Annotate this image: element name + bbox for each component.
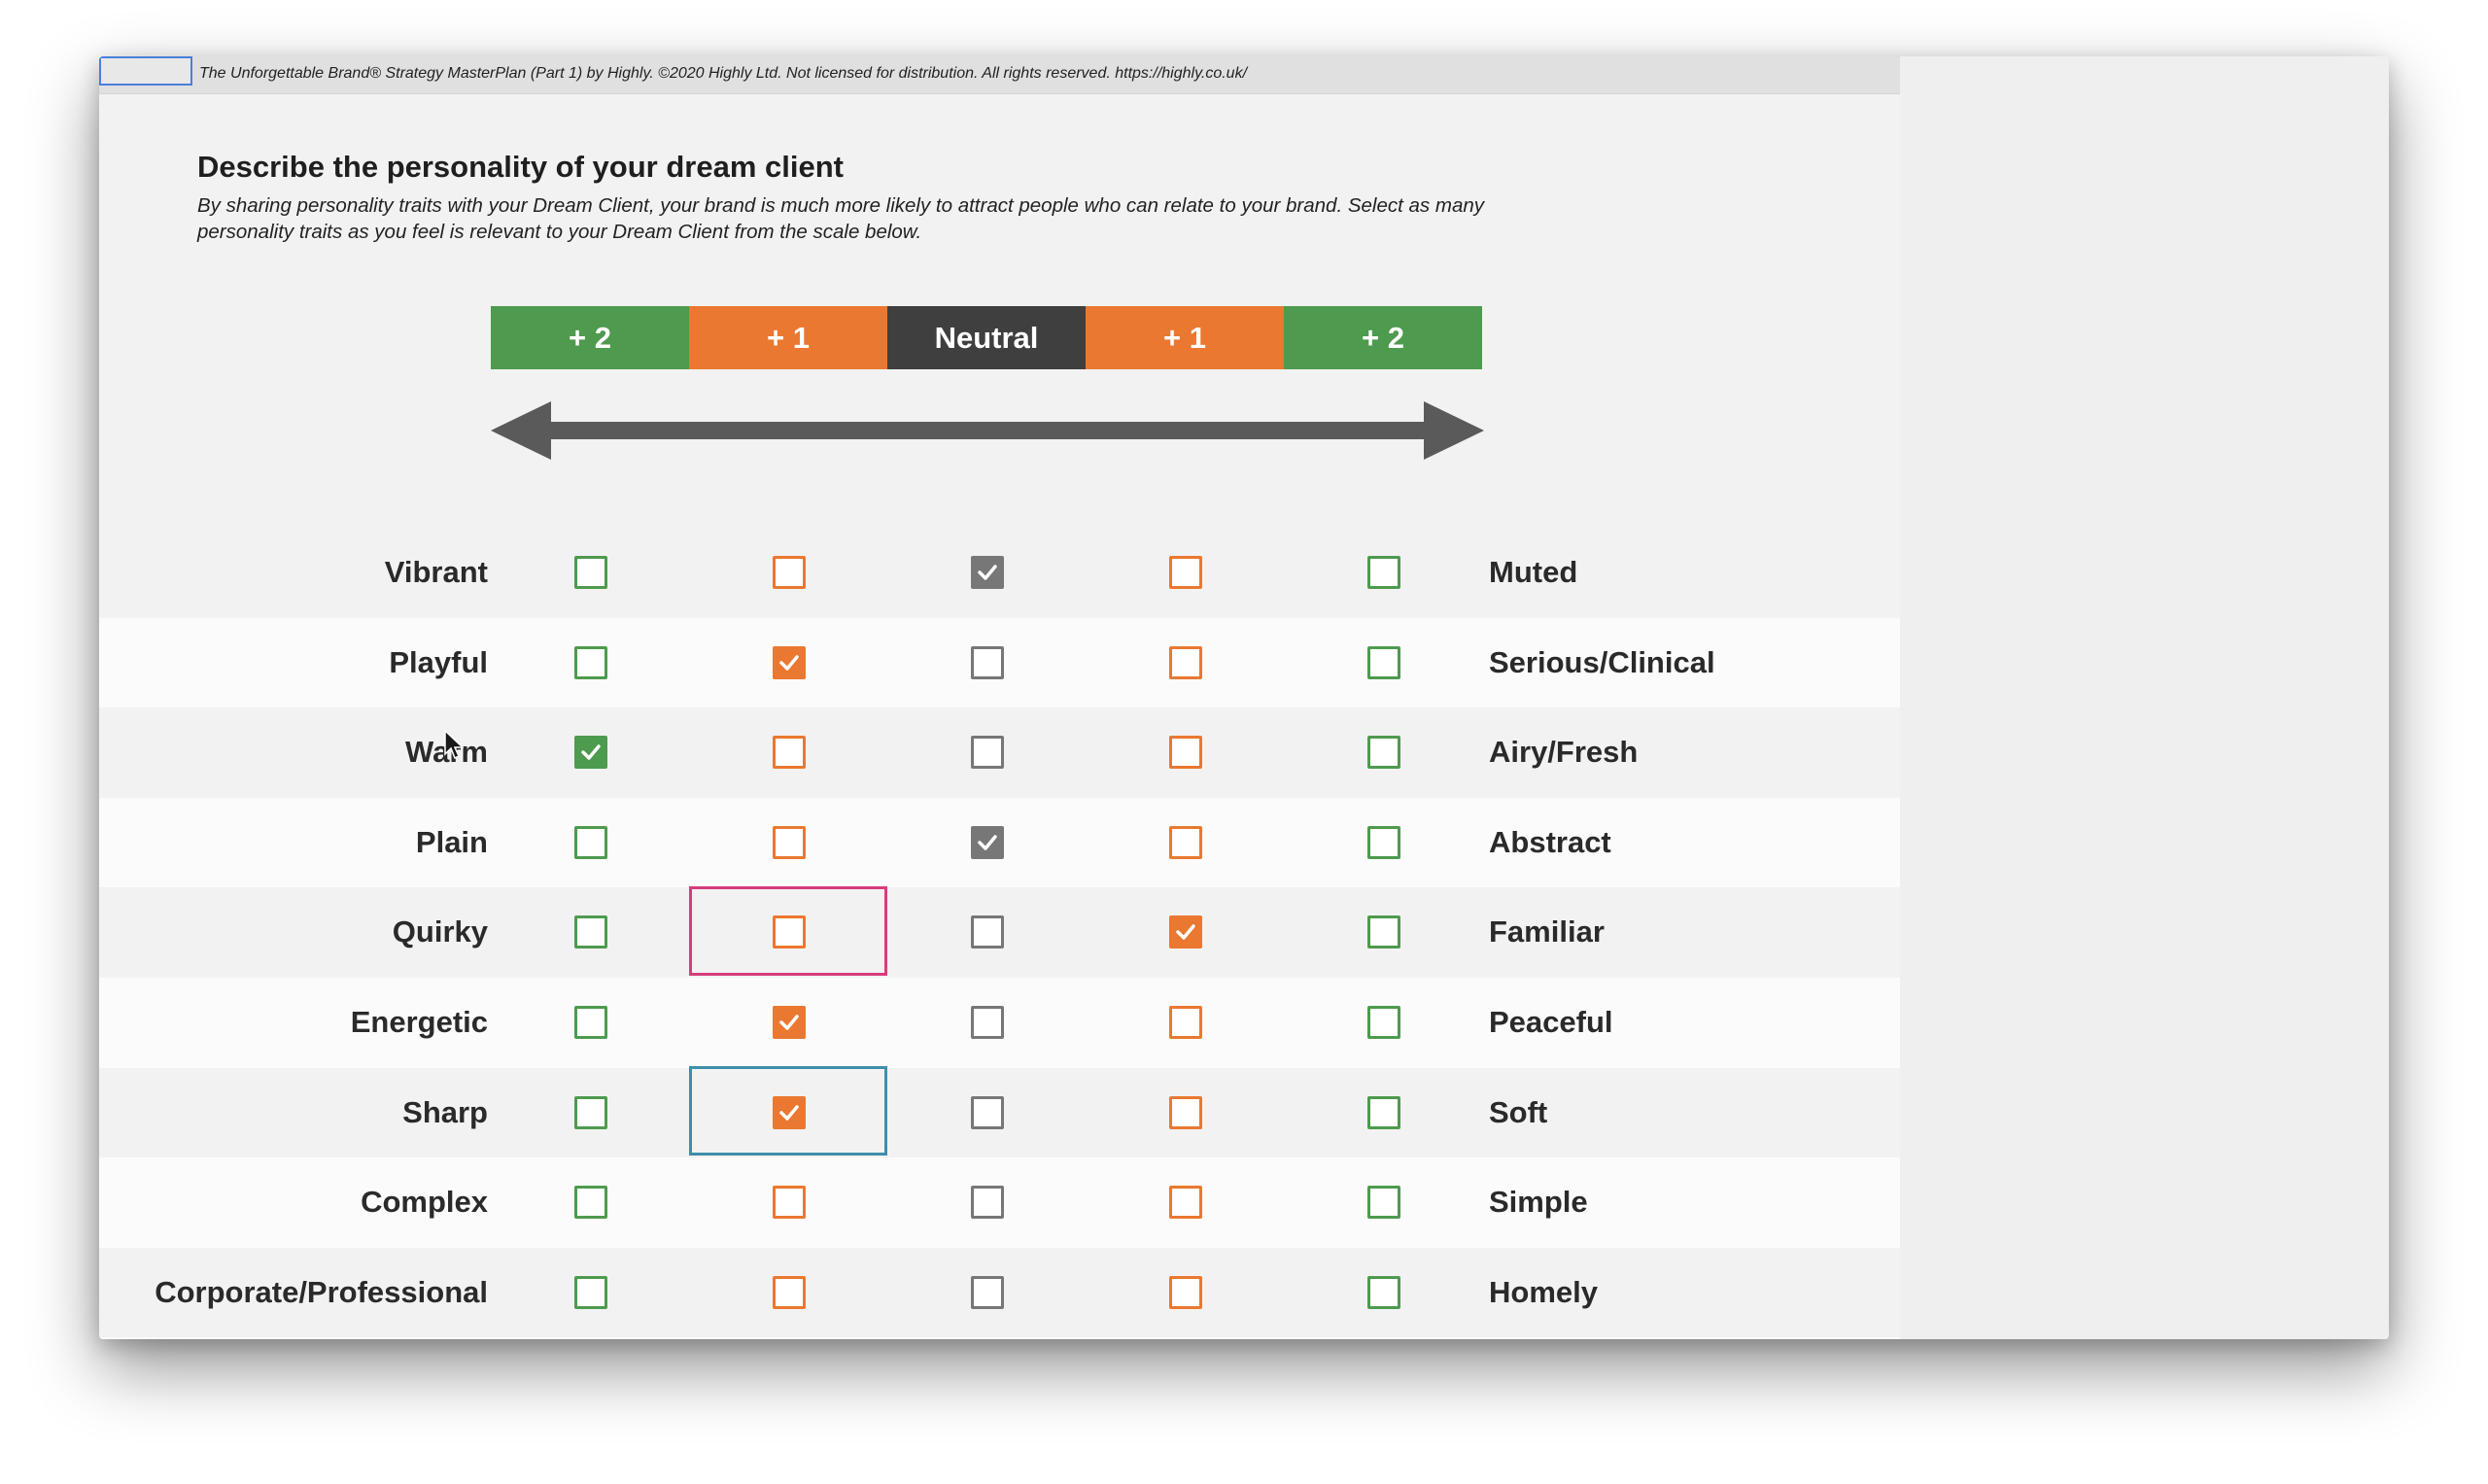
- trait-checkbox[interactable]: [1367, 645, 1400, 679]
- trait-checkbox[interactable]: [773, 1186, 806, 1220]
- trait-checkbox[interactable]: [574, 556, 607, 589]
- trait-left-label: Complex: [361, 1185, 488, 1220]
- trait-checkbox[interactable]: [1169, 645, 1202, 679]
- trait-checkbox[interactable]: [971, 1275, 1004, 1309]
- selected-cell[interactable]: [99, 56, 192, 86]
- trait-row: Vibrant Muted: [99, 528, 1900, 618]
- checkmark-icon: [779, 1015, 799, 1030]
- trait-checkbox[interactable]: [1169, 1095, 1202, 1129]
- trait-right-label: Peaceful: [1489, 1004, 1613, 1039]
- trait-left-label: Corporate/Professional: [155, 1274, 488, 1309]
- double-headed-arrow-icon: [491, 401, 1484, 460]
- trait-row: Complex Simple: [99, 1157, 1900, 1248]
- trait-checkbox[interactable]: [971, 1005, 1004, 1039]
- trait-right-label: Serious/Clinical: [1489, 644, 1715, 679]
- trait-right-label: Simple: [1489, 1185, 1588, 1220]
- page-title: Describe the personality of your dream c…: [197, 150, 844, 184]
- trait-row: Quirky Familiar: [99, 887, 1900, 978]
- trait-checkbox[interactable]: [1169, 1275, 1202, 1309]
- trait-right-label: Soft: [1489, 1094, 1548, 1129]
- trait-checkbox[interactable]: [1169, 1186, 1202, 1220]
- trait-checkbox[interactable]: [574, 645, 607, 679]
- scale-plus1-right: + 1: [1086, 306, 1284, 369]
- checkmark-icon: [581, 744, 601, 760]
- trait-checkbox[interactable]: [1169, 736, 1202, 770]
- trait-checkbox[interactable]: [1169, 915, 1202, 949]
- trait-checkbox[interactable]: [574, 1186, 607, 1220]
- trait-checkbox[interactable]: [574, 915, 607, 949]
- trait-checkbox[interactable]: [971, 736, 1004, 770]
- trait-checkbox[interactable]: [773, 736, 806, 770]
- trait-checkbox[interactable]: [1367, 825, 1400, 859]
- trait-checkbox[interactable]: [574, 1275, 607, 1309]
- trait-rows: Vibrant Muted Playful Serious/Clinical WarmA…: [99, 528, 1900, 1339]
- trait-checkbox[interactable]: [773, 915, 806, 949]
- trait-left-label: Sharp: [402, 1094, 488, 1129]
- trait-checkbox[interactable]: [971, 915, 1004, 949]
- trait-row: Plain Abstract: [99, 797, 1900, 888]
- trait-right-label: Homely: [1489, 1274, 1598, 1309]
- scale-plus2-right: + 2: [1284, 306, 1482, 369]
- trait-checkbox[interactable]: [971, 645, 1004, 679]
- spreadsheet-window: The Unforgettable Brand® Strategy Master…: [99, 56, 2389, 1339]
- trait-row: Corporate/Professional Homely: [99, 1248, 1900, 1338]
- trait-checkbox[interactable]: [773, 1275, 806, 1309]
- trait-checkbox[interactable]: [1367, 915, 1400, 949]
- mouse-pointer-icon: [444, 730, 464, 760]
- trait-checkbox[interactable]: [574, 825, 607, 859]
- trait-checkbox[interactable]: [574, 736, 607, 770]
- trait-row: Energetic Peaceful: [99, 977, 1900, 1068]
- trait-row: Modern Classical: [99, 1337, 1900, 1339]
- trait-checkbox[interactable]: [773, 556, 806, 589]
- trait-right-label: Airy/Fresh: [1489, 735, 1639, 770]
- trait-left-label: Playful: [389, 644, 488, 679]
- trait-left-label: Modern: [379, 1337, 488, 1339]
- trait-checkbox[interactable]: [1169, 825, 1202, 859]
- trait-checkbox[interactable]: [773, 825, 806, 859]
- trait-right-label: Muted: [1489, 555, 1578, 589]
- trait-checkbox[interactable]: [1367, 1005, 1400, 1039]
- trait-right-label: Classical: [1489, 1337, 1619, 1339]
- checkmark-icon: [978, 835, 997, 850]
- trait-left-label: Vibrant: [384, 555, 488, 589]
- scale-header: + 2 + 1 Neutral + 1 + 2: [491, 306, 1482, 369]
- trait-checkbox[interactable]: [1169, 1005, 1202, 1039]
- trait-row: WarmAiry/Fresh: [99, 707, 1900, 798]
- trait-row: Playful Serious/Clinical: [99, 617, 1900, 708]
- trait-checkbox[interactable]: [574, 1005, 607, 1039]
- trait-checkbox[interactable]: [971, 556, 1004, 589]
- trait-left-label: Plain: [415, 824, 488, 859]
- scale-plus1-left: + 1: [689, 306, 887, 369]
- checkmark-icon: [978, 565, 997, 580]
- trait-left-label: Quirky: [392, 915, 488, 949]
- copyright-bar: The Unforgettable Brand® Strategy Master…: [99, 56, 1900, 94]
- trait-left-label: Energetic: [350, 1004, 488, 1039]
- trait-checkbox[interactable]: [971, 1095, 1004, 1129]
- checkmark-icon: [779, 654, 799, 671]
- trait-checkbox[interactable]: [574, 1095, 607, 1129]
- copyright-text: The Unforgettable Brand® Strategy Master…: [199, 65, 1248, 82]
- trait-checkbox[interactable]: [773, 1095, 806, 1129]
- checkmark-icon: [779, 1104, 799, 1121]
- trait-checkbox[interactable]: [773, 1005, 806, 1039]
- trait-checkbox[interactable]: [971, 825, 1004, 859]
- trait-row: Sharp Soft: [99, 1068, 1900, 1158]
- page-subtitle: By sharing personality traits with your …: [197, 194, 1484, 243]
- empty-sheet-area: [1900, 56, 2389, 1339]
- scale-plus2-left: + 2: [491, 306, 689, 369]
- trait-right-label: Abstract: [1489, 824, 1611, 859]
- trait-checkbox[interactable]: [1367, 1275, 1400, 1309]
- trait-checkbox[interactable]: [1367, 1186, 1400, 1220]
- trait-checkbox[interactable]: [1367, 1095, 1400, 1129]
- trait-checkbox[interactable]: [1367, 736, 1400, 770]
- trait-checkbox[interactable]: [1169, 556, 1202, 589]
- scale-neutral: Neutral: [887, 306, 1086, 369]
- trait-checkbox[interactable]: [971, 1186, 1004, 1220]
- trait-checkbox[interactable]: [773, 645, 806, 679]
- trait-right-label: Familiar: [1489, 915, 1605, 949]
- trait-checkbox[interactable]: [1367, 556, 1400, 589]
- checkmark-icon: [1176, 924, 1195, 941]
